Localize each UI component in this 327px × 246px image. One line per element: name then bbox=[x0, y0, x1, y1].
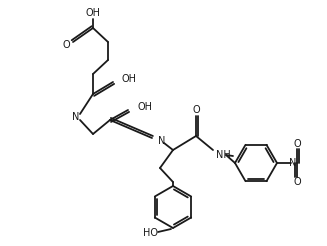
Text: O: O bbox=[192, 105, 200, 115]
Text: HO: HO bbox=[144, 228, 159, 238]
Text: N: N bbox=[158, 136, 165, 146]
Text: O: O bbox=[293, 139, 301, 149]
Text: NH: NH bbox=[216, 150, 231, 160]
Text: N: N bbox=[72, 112, 80, 122]
Text: OH: OH bbox=[122, 74, 137, 84]
Text: N: N bbox=[289, 158, 297, 168]
Text: O: O bbox=[293, 177, 301, 187]
Text: OH: OH bbox=[85, 8, 100, 18]
Text: O: O bbox=[62, 40, 70, 50]
Text: OH: OH bbox=[137, 102, 152, 112]
